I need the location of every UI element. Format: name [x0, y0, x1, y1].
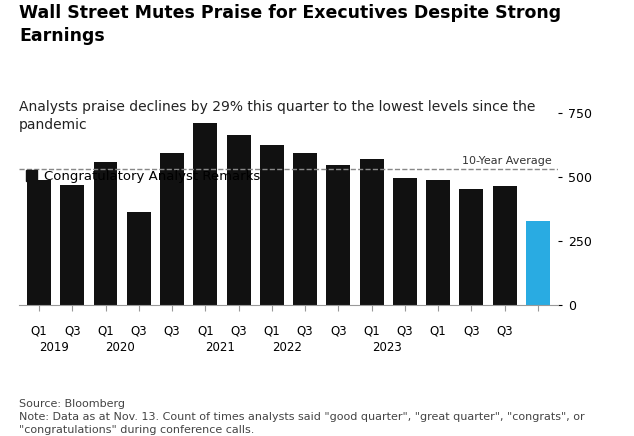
- Bar: [426, 180, 450, 305]
- Bar: [160, 153, 184, 305]
- Bar: [94, 162, 117, 305]
- Text: Q1: Q1: [363, 325, 380, 337]
- Text: 2019: 2019: [39, 341, 69, 354]
- Text: Q1: Q1: [430, 325, 446, 337]
- Bar: [460, 189, 483, 305]
- Bar: [226, 135, 250, 305]
- Text: 10-Year Average: 10-Year Average: [462, 156, 552, 166]
- Text: Q1: Q1: [197, 325, 214, 337]
- Text: 2021: 2021: [205, 341, 235, 354]
- Text: Q3: Q3: [330, 325, 347, 337]
- Text: Q3: Q3: [297, 325, 313, 337]
- Text: Q3: Q3: [397, 325, 413, 337]
- Text: 2020: 2020: [105, 341, 135, 354]
- Text: Q3: Q3: [230, 325, 247, 337]
- Bar: [493, 186, 517, 305]
- Bar: [393, 178, 417, 305]
- Bar: [260, 145, 284, 305]
- Text: Q3: Q3: [64, 325, 81, 337]
- Text: 2022: 2022: [272, 341, 302, 354]
- Bar: [193, 123, 217, 305]
- Text: Wall Street Mutes Praise for Executives Despite Strong
Earnings: Wall Street Mutes Praise for Executives …: [19, 4, 561, 44]
- Bar: [327, 165, 351, 305]
- Bar: [127, 212, 151, 305]
- Bar: [293, 153, 317, 305]
- Text: Q1: Q1: [264, 325, 280, 337]
- Bar: [526, 221, 550, 305]
- Bar: [359, 159, 384, 305]
- Text: Q3: Q3: [131, 325, 147, 337]
- Text: Q1: Q1: [97, 325, 114, 337]
- Text: Q3: Q3: [463, 325, 480, 337]
- Legend: Congratulatory Analyst Remarks: Congratulatory Analyst Remarks: [25, 170, 261, 183]
- Text: 2023: 2023: [372, 341, 401, 354]
- Bar: [60, 185, 84, 305]
- Bar: [27, 180, 51, 305]
- Text: Source: Bloomberg
Note: Data as at Nov. 13. Count of times analysts said "good q: Source: Bloomberg Note: Data as at Nov. …: [19, 399, 585, 435]
- Text: Analysts praise declines by 29% this quarter to the lowest levels since the
pand: Analysts praise declines by 29% this qua…: [19, 100, 535, 132]
- Text: Q1: Q1: [30, 325, 48, 337]
- Text: Q3: Q3: [164, 325, 180, 337]
- Text: Q3: Q3: [496, 325, 513, 337]
